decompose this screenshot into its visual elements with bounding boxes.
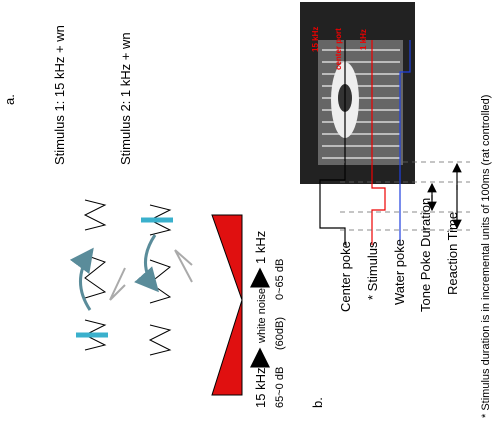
stimulus-label: Stimulus 1: 15 kHz + wn [52,25,67,165]
photo-label: 1 kHz [359,29,368,50]
ports-stimulus-2 [141,205,192,355]
legend-label: Tone Poke Duration [418,198,433,312]
level-label: (60dB) [274,317,286,350]
footnote: * Stimulus duration is in incremental un… [480,95,492,418]
ports-stimulus-1 [76,200,125,350]
panel-label: a. [2,94,17,105]
figure: a. Stimulus 1: 15 kHz + wn Stimulus 2: 1… [0,0,495,423]
photo-label: 15 kHz [311,27,320,52]
scale-label: 15 kHz [253,368,268,408]
intensity-triangles [212,215,242,395]
legend-label: Reaction Time [445,212,460,295]
panel-label: b. [310,397,325,408]
level-label: 0~65 dB [274,259,286,300]
legend-label: Center poke [338,241,353,312]
scale-label: white noise [256,288,268,344]
photo-label: center port [334,28,343,70]
stimulus-label: Stimulus 2: 1 kHz + wn [118,32,133,165]
legend-label: * Stimulus [365,241,380,300]
level-label: 65~0 dB [274,367,286,408]
scale-label: 1 kHz [253,231,268,264]
legend-label: Water poke [392,239,407,305]
